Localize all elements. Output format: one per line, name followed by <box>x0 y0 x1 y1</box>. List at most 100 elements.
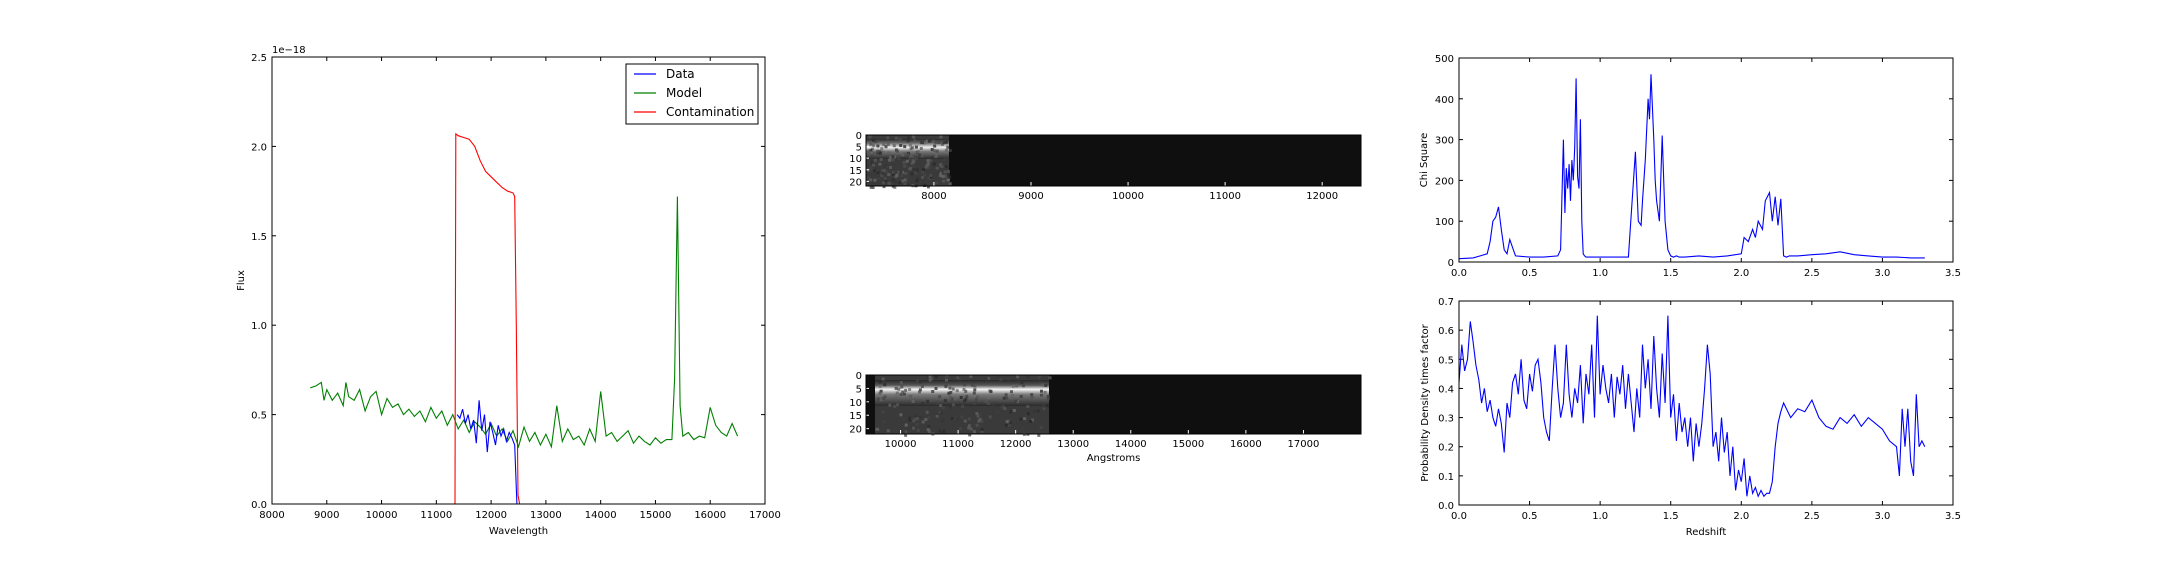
noise-pixel <box>880 147 884 151</box>
x-tick-label: 10000 <box>366 510 398 521</box>
noise-pixel <box>887 151 891 155</box>
plot-area <box>1459 301 1953 505</box>
noise-pixel <box>904 433 908 437</box>
noise-pixel <box>1036 409 1040 413</box>
noise-pixel <box>975 423 979 427</box>
noise-pixel <box>918 388 922 392</box>
image-frame <box>865 374 1362 435</box>
noise-pixel <box>909 395 913 398</box>
noise-pixel <box>1038 423 1042 427</box>
x-tick-label: 17000 <box>1288 439 1320 450</box>
x-tick-label: 1.5 <box>1663 268 1679 279</box>
noise-pixel <box>1021 384 1025 388</box>
noise-pixel <box>879 389 883 393</box>
noise-pixel <box>975 398 979 402</box>
x-tick-label: 12000 <box>1306 191 1338 202</box>
x-tick-label: 9000 <box>314 510 339 521</box>
noise-pixel <box>932 139 936 143</box>
plot-area <box>1459 58 1953 262</box>
noise-pixel <box>948 182 952 186</box>
noise-pixel <box>876 171 880 175</box>
noise-pixel <box>894 395 898 399</box>
noise-pixel <box>923 141 927 145</box>
noise-pixel <box>961 404 965 408</box>
noise-pixel <box>871 147 875 151</box>
x-tick-label: 11000 <box>1209 191 1241 202</box>
noise-pixel <box>952 403 955 407</box>
noise-pixel <box>975 412 979 415</box>
y-tick-label: 0.4 <box>1438 384 1454 395</box>
noise-pixel <box>869 178 873 182</box>
noise-pixel <box>1007 424 1011 428</box>
noise-pixel <box>971 383 975 387</box>
noise-pixel <box>888 166 892 169</box>
noise-pixel <box>876 151 880 155</box>
noise-pixel <box>874 140 878 144</box>
noise-pixel <box>947 175 951 179</box>
noise-pixel <box>948 149 952 152</box>
noise-pixel <box>1043 390 1047 394</box>
noise-pixel <box>951 387 955 391</box>
y-offset-label: 1e−18 <box>272 45 306 56</box>
noise-pixel <box>1048 376 1052 380</box>
contamination-line <box>272 132 738 505</box>
noise-pixel <box>920 385 924 388</box>
noise-pixel <box>1031 418 1034 422</box>
noise-pixel <box>929 158 933 162</box>
noise-pixel <box>926 428 930 432</box>
noise-pixel <box>878 384 882 388</box>
noise-pixel <box>1030 395 1034 399</box>
x-tick-label: 2.5 <box>1804 511 1820 522</box>
noise-pixel <box>903 161 906 165</box>
noise-pixel <box>931 390 935 393</box>
noise-pixel <box>900 174 904 177</box>
noise-pixel <box>1005 420 1009 424</box>
noise-pixel <box>927 162 931 166</box>
noise-pixel <box>878 151 882 155</box>
noise-pixel <box>904 423 908 427</box>
noise-pixel <box>882 420 886 424</box>
noise-pixel <box>927 166 931 169</box>
noise-pixel <box>919 380 922 384</box>
noise-pixel <box>1040 393 1044 397</box>
y-tick-label: 0.5 <box>1438 355 1454 366</box>
noise-pixel <box>964 397 968 401</box>
noise-pixel <box>908 415 912 419</box>
noise-pixel <box>1046 397 1050 401</box>
legend-label: Model <box>666 86 702 100</box>
x-tick-label: 3.0 <box>1874 268 1890 279</box>
noise-pixel <box>933 144 937 148</box>
noise-pixel <box>972 430 976 434</box>
noise-pixel <box>894 406 898 410</box>
noise-pixel <box>976 395 980 399</box>
y-tick-label: 15 <box>849 166 862 177</box>
noise-pixel <box>891 155 895 159</box>
y-tick-label: 100 <box>1435 217 1454 228</box>
noise-pixel <box>909 138 913 142</box>
noise-pixel <box>869 160 873 164</box>
noise-pixel <box>926 399 930 403</box>
noise-pixel <box>950 417 954 420</box>
noise-pixel <box>913 417 917 421</box>
noise-pixel <box>955 418 959 422</box>
noise-pixel <box>870 151 874 155</box>
noise-pixel <box>893 185 897 189</box>
y-tick-label: 0.7 <box>1438 297 1454 308</box>
noise-pixel <box>870 154 874 158</box>
noise-pixel <box>1029 419 1032 423</box>
y-tick-label: 1.0 <box>251 321 267 332</box>
noise-pixel <box>948 386 952 390</box>
noise-pixel <box>883 395 887 399</box>
noise-pixel <box>903 178 907 182</box>
noise-pixel <box>919 140 923 144</box>
noise-pixel <box>953 397 957 401</box>
noise-pixel <box>901 156 905 160</box>
noise-pixel <box>958 427 962 431</box>
noise-pixel <box>910 154 914 158</box>
noise-pixel <box>926 185 930 189</box>
noise-pixel <box>1015 384 1019 388</box>
noise-pixel <box>902 181 906 185</box>
noise-pixel <box>878 150 882 154</box>
noise-pixel <box>1004 393 1008 397</box>
noise-pixel <box>912 160 916 164</box>
